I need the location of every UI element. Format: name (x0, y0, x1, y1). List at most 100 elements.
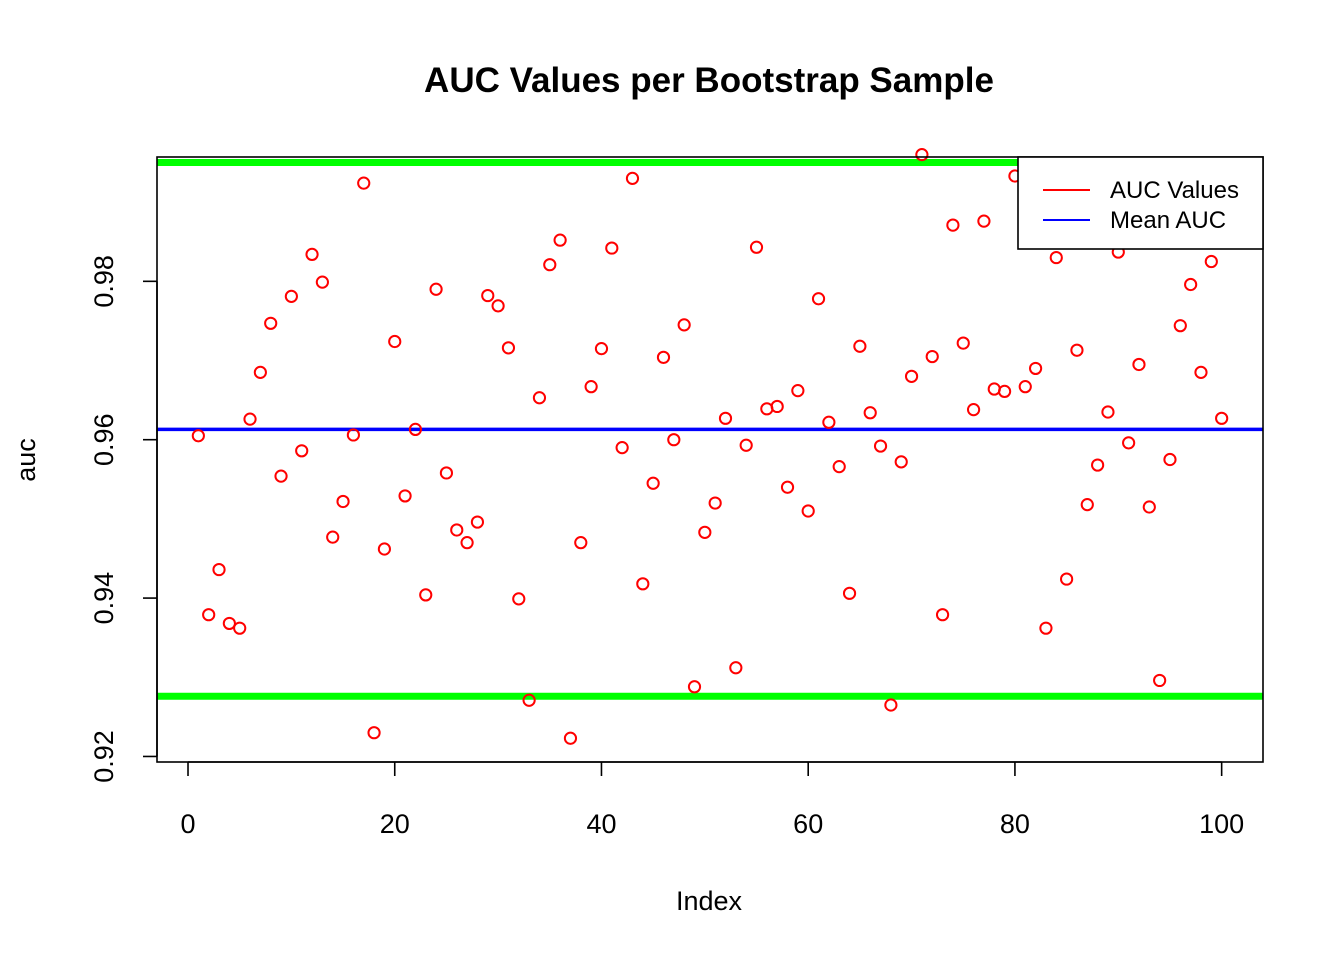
data-point (791, 384, 805, 398)
plot-area: 0 20 40 60 80 100 0.92 0.94 0.96 0.98 AUC Values Me… (89, 148, 1264, 839)
data-point (1060, 572, 1074, 586)
data-point (739, 438, 753, 452)
x-tick-label: 20 (380, 809, 410, 839)
data-point (563, 731, 578, 745)
data-point (956, 336, 970, 350)
data-point (1039, 621, 1053, 635)
data-point (749, 240, 764, 254)
data-point (1173, 319, 1187, 333)
data-point (243, 412, 257, 426)
x-tick-label: 60 (793, 809, 823, 839)
data-point (935, 608, 950, 622)
data-point (884, 698, 898, 712)
data-point (832, 460, 846, 474)
data-point (191, 429, 205, 443)
data-point (584, 380, 598, 394)
legend-box (1017, 156, 1264, 250)
data-point (388, 334, 402, 349)
data-point (925, 349, 939, 364)
x-tick-label: 0 (180, 809, 195, 839)
data-point (305, 247, 319, 262)
data-point (677, 318, 691, 332)
data-point (1132, 357, 1146, 372)
data-point (708, 496, 722, 510)
data-point (894, 455, 908, 469)
data-point (429, 282, 443, 296)
data-point (315, 275, 329, 289)
data-point (656, 350, 671, 364)
data-point (946, 218, 960, 232)
data-point (398, 489, 412, 503)
data-point (1091, 458, 1105, 472)
data-point (594, 342, 609, 356)
data-point (202, 608, 216, 622)
data-point (336, 494, 350, 509)
data-point (439, 466, 454, 480)
x-tick-label: 40 (586, 809, 616, 839)
data-point (863, 406, 877, 420)
data-point (853, 339, 867, 353)
legend-label: AUC Values (1110, 177, 1239, 204)
data-point (615, 441, 629, 455)
data-point (1184, 277, 1198, 292)
legend: AUC Values Mean AUC (1017, 156, 1264, 250)
data-point (625, 171, 640, 185)
data-point (470, 515, 485, 529)
data-point (233, 621, 247, 635)
y-tick-label: 0.94 (89, 572, 119, 625)
data-point (1142, 500, 1156, 514)
data-point (284, 289, 298, 303)
data-point (1028, 361, 1043, 376)
data-point (264, 316, 278, 330)
data-point (966, 403, 981, 417)
data-point (1070, 343, 1084, 357)
data-point (646, 476, 660, 490)
y-axis-label: auc (11, 438, 41, 482)
data-point (222, 616, 236, 631)
legend-label: Mean AUC (1110, 207, 1226, 234)
x-axis-label: Index (676, 886, 743, 916)
data-point (997, 384, 1012, 398)
data-point (698, 525, 712, 539)
data-point (295, 444, 309, 458)
data-point (822, 415, 836, 429)
data-point (1215, 411, 1229, 425)
data-point (522, 693, 536, 707)
data-point (574, 536, 588, 550)
data-point (636, 577, 650, 591)
data-point (1122, 436, 1136, 450)
data-point (1204, 254, 1218, 269)
data-point (1194, 365, 1208, 379)
data-point (1018, 380, 1032, 394)
data-point (253, 365, 267, 379)
data-point (326, 530, 340, 544)
data-point (842, 586, 857, 600)
data-point (811, 292, 826, 306)
data-point (543, 258, 557, 272)
data-point (718, 411, 733, 425)
data-point (491, 299, 505, 313)
data-point (915, 148, 929, 162)
y-tick-label: 0.98 (89, 255, 119, 308)
data-point (1163, 452, 1177, 467)
data-point (801, 504, 815, 518)
data-point (729, 661, 743, 675)
data-point (274, 469, 288, 483)
data-point (977, 214, 991, 228)
data-point (212, 562, 226, 577)
data-point (780, 480, 795, 494)
data-point (1049, 250, 1063, 265)
data-point (873, 439, 888, 453)
data-point (1153, 673, 1167, 688)
data-point (357, 176, 371, 190)
data-point (408, 422, 423, 437)
data-point (532, 391, 547, 405)
data-point (512, 592, 526, 606)
data-point (605, 241, 619, 255)
data-point (346, 428, 360, 442)
data-point (419, 588, 433, 602)
data-point (1080, 498, 1094, 512)
data-point (904, 369, 919, 383)
